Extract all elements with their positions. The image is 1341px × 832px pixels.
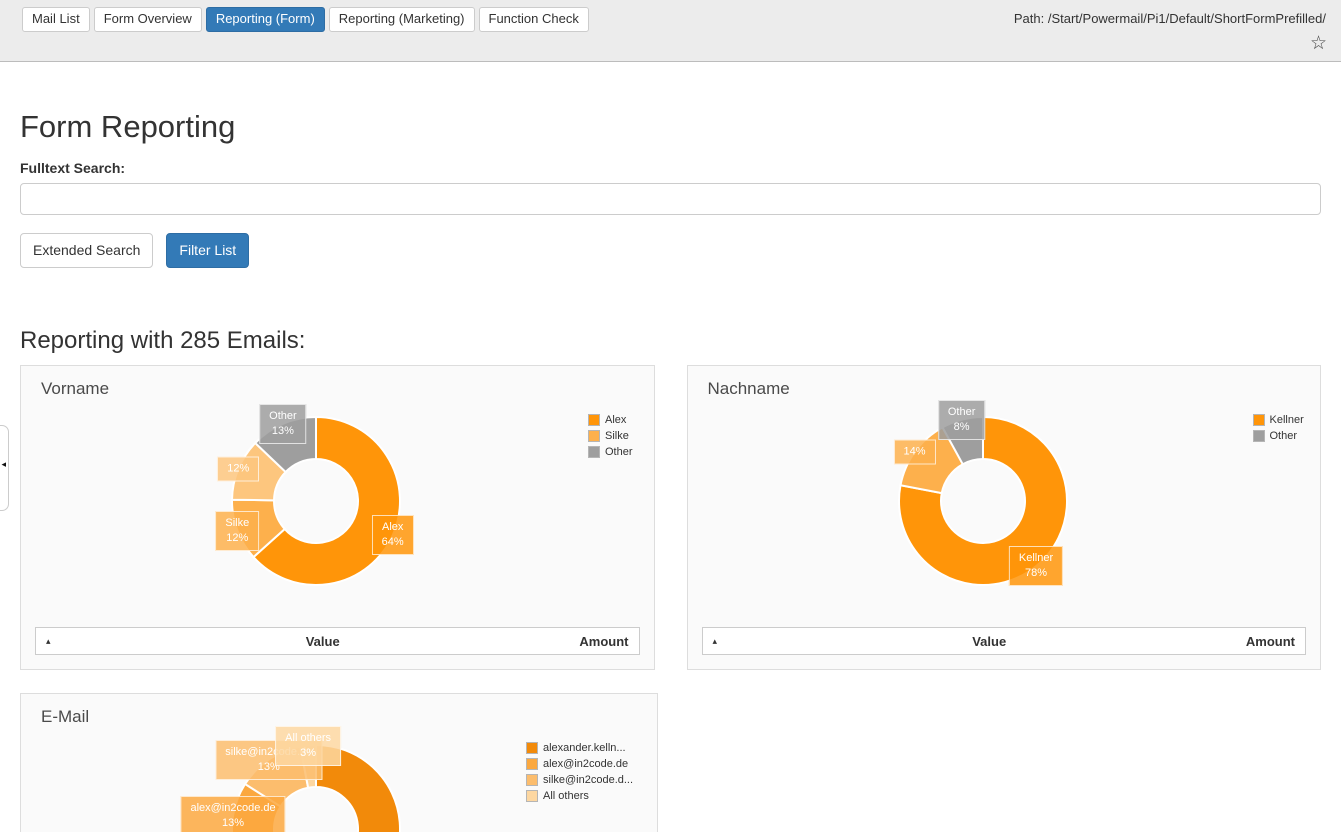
chart-panel-nachname: Nachname Kellner78%14%Other8% KellnerOth… [687,365,1322,670]
bookmark-star-icon[interactable]: ☆ [1310,34,1327,53]
chevron-left-icon: ◂ [1,460,6,469]
legend-swatch [526,790,538,802]
legend-item[interactable]: Alex [588,412,633,428]
email-chart-legend: alexander.kelln... alex@in2code.de silke@i… [526,740,633,804]
slice-callout-label: Kellner78% [1009,546,1063,586]
legend-swatch [526,758,538,770]
legend-label: Other [1270,430,1298,442]
sort-asc-icon[interactable]: ▴ [713,636,733,647]
legend-item[interactable]: Silke [588,428,633,444]
legend-label: silke@in2code.d... [543,774,633,786]
top-toolbar: Mail List Form Overview Reporting (Form)… [0,0,1341,62]
tab-mail-list[interactable]: Mail List [22,7,90,32]
legend-swatch [588,446,600,458]
filter-list-button[interactable]: Filter List [166,233,249,269]
legend-item[interactable]: alexander.kelln... [526,740,633,756]
app-root: Mail List Form Overview Reporting (Form)… [0,0,1341,832]
nachname-results-table-header: ▴ Value Amount [702,627,1307,655]
legend-swatch [588,414,600,426]
slice-callout-label: alex@in2code.de13% [180,796,285,832]
legend-item[interactable]: Other [1253,428,1304,444]
legend-swatch [1253,414,1265,426]
legend-swatch [588,430,600,442]
fulltext-search-label: Fulltext Search: [20,160,1321,176]
tab-function-check[interactable]: Function Check [479,7,589,32]
legend-label: Other [605,446,633,458]
legend-item[interactable]: silke@in2code.d... [526,772,633,788]
slice-callout-label: Alex64% [372,515,414,555]
page-path-label: Path: /Start/Powermail/Pi1/Default/Short… [1014,11,1326,26]
vorname-results-table-header: ▴ Value Amount [35,627,640,655]
slice-callout-label: Silke12% [215,511,259,551]
slice-callout-label: All others3% [275,726,341,766]
legend-swatch [526,774,538,786]
legend-item[interactable]: All others [526,788,633,804]
extended-search-button[interactable]: Extended Search [20,233,153,269]
column-header-value[interactable]: Value [66,634,579,649]
legend-label: Alex [605,414,626,426]
module-tabs: Mail List Form Overview Reporting (Form)… [22,7,593,32]
column-header-amount[interactable]: Amount [579,634,628,649]
legend-swatch [526,742,538,754]
column-header-amount[interactable]: Amount [1246,634,1295,649]
sidebar-collapse-handle[interactable]: ◂ [0,425,9,511]
column-header-value[interactable]: Value [733,634,1246,649]
slice-callout-label: 14% [894,439,936,464]
legend-swatch [1253,430,1265,442]
slice-callout-label: Other13% [259,404,307,444]
legend-label: alexander.kelln... [543,742,626,754]
vorname-chart-legend: Alex Silke Other [588,412,633,460]
slice-callout-label: Other8% [938,400,986,440]
legend-item[interactable]: Kellner [1253,412,1304,428]
reporting-section-heading: Reporting with 285 Emails: [20,327,1321,355]
nachname-donut-chart[interactable]: Kellner78% 14%Other8% [688,366,1321,669]
slice-callout-label: 12% [217,457,259,482]
charts-row-1: Vorname Alex64%Silke12%12%Other13% AlexS… [20,365,1321,670]
vorname-donut-chart[interactable]: Alex64% Silke12% 12%Other13% [21,366,654,669]
legend-item[interactable]: alex@in2code.de [526,756,633,772]
legend-item[interactable]: Other [588,444,633,460]
chart-panel-email: E-Mail alexander.kelln...71%alex@in2code… [20,693,658,832]
chart-panel-vorname: Vorname Alex64%Silke12%12%Other13% AlexS… [20,365,655,670]
nachname-chart-legend: Kellner Other [1253,412,1304,444]
fulltext-search-input[interactable] [20,183,1321,215]
search-actions: Extended Search Filter List [20,233,1321,269]
legend-label: Silke [605,430,629,442]
legend-label: alex@in2code.de [543,758,628,770]
legend-label: All others [543,790,589,802]
tab-reporting-form[interactable]: Reporting (Form) [206,7,325,32]
tab-form-overview[interactable]: Form Overview [94,7,202,32]
sort-asc-icon[interactable]: ▴ [46,636,66,647]
charts-row-2: E-Mail alexander.kelln...71%alex@in2code… [20,693,1321,832]
legend-label: Kellner [1270,414,1304,426]
tab-reporting-marketing[interactable]: Reporting (Marketing) [329,7,475,32]
page-title: Form Reporting [20,109,1321,145]
